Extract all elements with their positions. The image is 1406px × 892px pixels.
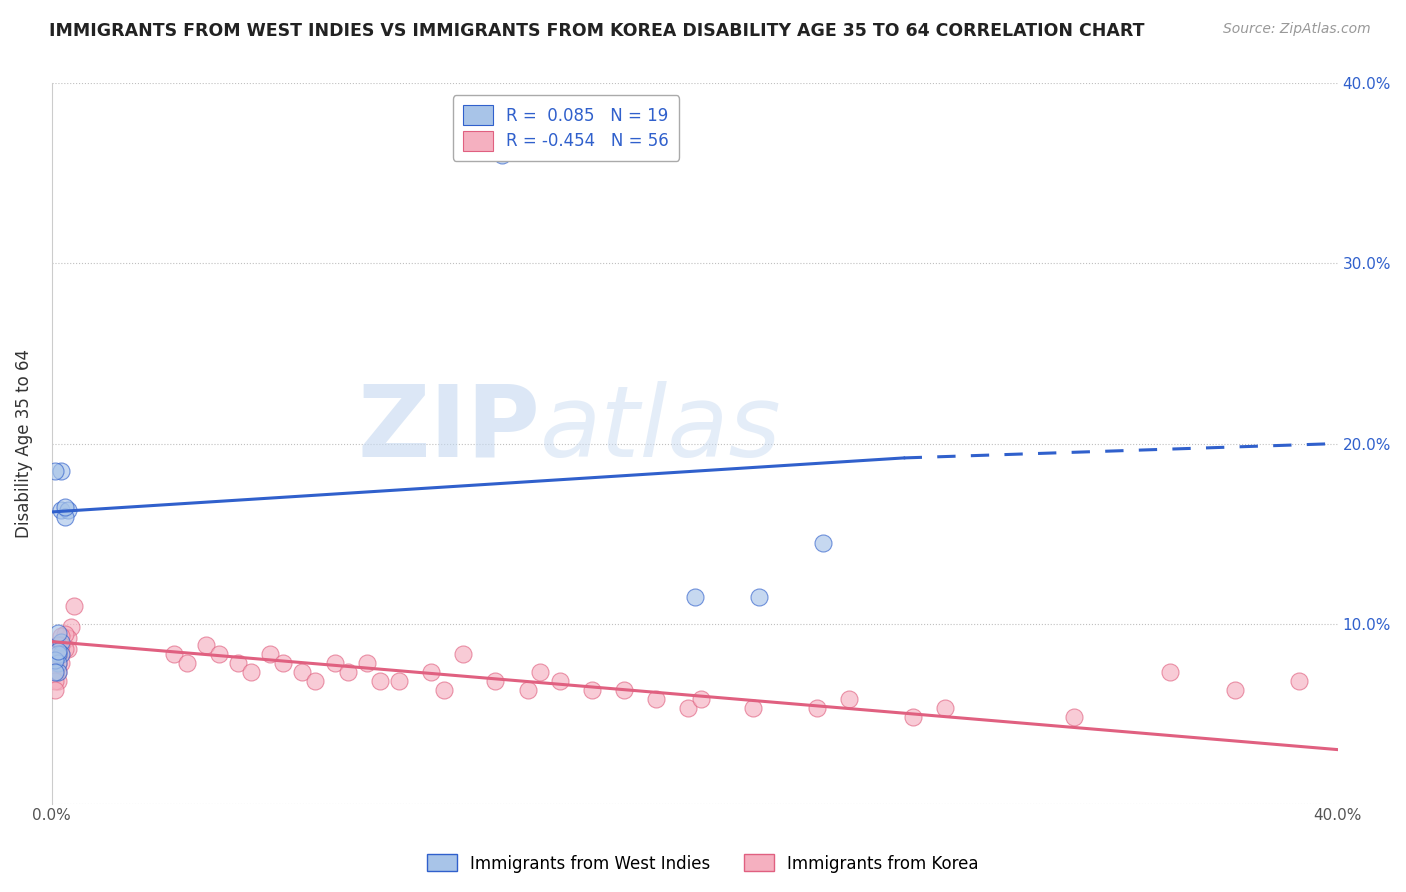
Point [51,503,73,517]
Point [46,665,69,680]
Point [271,656,294,670]
Point [1288,674,1310,689]
Point [51,464,73,478]
Point [51,638,73,652]
Point [1223,683,1246,698]
Legend: Immigrants from West Indies, Immigrants from Korea: Immigrants from West Indies, Immigrants … [420,847,986,880]
Point [690,692,713,706]
Point [44,647,66,661]
Point [491,148,513,162]
Point [451,647,474,661]
Point [53,627,76,641]
Point [195,638,218,652]
Point [208,647,231,661]
Point [291,665,314,680]
Point [806,701,828,715]
Point [1159,665,1181,680]
Point [46,665,69,680]
Point [388,674,411,689]
Point [56,641,79,656]
Point [44,656,66,670]
Legend: R =  0.085   N = 19, R = -0.454   N = 56: R = 0.085 N = 19, R = -0.454 N = 56 [453,95,679,161]
Point [934,701,956,715]
Point [44,652,66,666]
Point [56,503,79,517]
Point [51,647,73,661]
Point [163,647,186,661]
Text: IMMIGRANTS FROM WEST INDIES VS IMMIGRANTS FROM KOREA DISABILITY AGE 35 TO 64 COR: IMMIGRANTS FROM WEST INDIES VS IMMIGRANT… [49,22,1144,40]
Point [46,647,69,661]
Point [838,692,860,706]
Point [356,656,378,670]
Point [903,710,925,724]
Point [741,701,763,715]
Point [53,510,76,524]
Point [645,692,668,706]
Point [529,665,551,680]
Point [60,620,83,634]
Point [226,656,249,670]
Point [46,625,69,640]
Point [51,634,73,648]
Point [368,674,391,689]
Point [336,665,359,680]
Y-axis label: Disability Age 35 to 64: Disability Age 35 to 64 [15,349,32,538]
Point [44,665,66,680]
Point [1063,710,1085,724]
Text: atlas: atlas [540,381,782,477]
Point [176,656,198,670]
Point [420,665,443,680]
Point [46,647,69,661]
Point [46,643,69,657]
Point [433,683,456,698]
Point [44,683,66,698]
Point [516,683,538,698]
Point [51,647,73,661]
Point [484,674,506,689]
Point [678,701,700,715]
Point [683,590,706,604]
Point [44,674,66,689]
Point [46,656,69,670]
Point [813,535,835,549]
Point [53,641,76,656]
Point [51,656,73,670]
Point [259,647,281,661]
Point [63,599,86,613]
Point [53,500,76,514]
Point [613,683,636,698]
Point [748,590,770,604]
Point [44,464,66,478]
Point [51,629,73,643]
Point [46,656,69,670]
Point [46,674,69,689]
Text: Source: ZipAtlas.com: Source: ZipAtlas.com [1223,22,1371,37]
Point [548,674,571,689]
Point [323,656,346,670]
Point [46,638,69,652]
Text: ZIP: ZIP [357,381,540,477]
Point [304,674,326,689]
Point [56,631,79,645]
Point [44,665,66,680]
Point [240,665,263,680]
Point [581,683,603,698]
